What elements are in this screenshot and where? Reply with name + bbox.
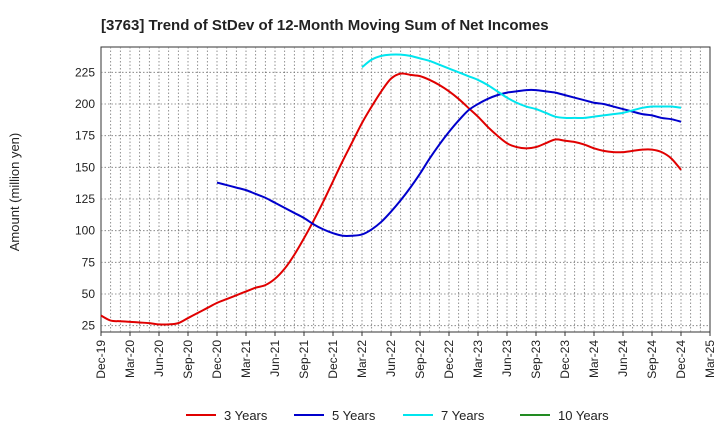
x-axis: Dec-19 Mar-20 Jun-20 Sep-20 Dec-20 Mar-21 Jun-… <box>94 332 717 379</box>
series-lines <box>100 53 682 326</box>
x-tick-label: Sep-20 <box>181 340 195 379</box>
y-axis: 25 50 75 100 125 150 175 200 225 <box>75 65 95 332</box>
series-line-5-years <box>216 88 682 237</box>
x-tick-label: Dec-19 <box>94 340 108 379</box>
y-tick-label: 25 <box>82 319 96 333</box>
x-tick-label: Mar-25 <box>703 340 717 378</box>
chart-title: [3763] Trend of StDev of 12-Month Moving… <box>101 17 549 34</box>
y-tick-label: 75 <box>82 255 96 269</box>
legend-label: 3 Years <box>224 408 268 423</box>
x-tick-label: Jun-21 <box>268 340 282 377</box>
x-tick-label: Mar-22 <box>355 340 369 378</box>
y-tick-label: 200 <box>75 97 95 111</box>
x-tick-label: Jun-23 <box>500 340 514 377</box>
grid <box>101 47 710 332</box>
x-tick-label: Jun-24 <box>616 340 630 377</box>
x-tick-label: Mar-21 <box>239 340 253 378</box>
y-tick-label: 175 <box>75 129 95 143</box>
x-tick-label: Sep-24 <box>645 340 659 379</box>
x-tick-label: Sep-22 <box>413 340 427 379</box>
legend-label: 7 Years <box>441 408 485 423</box>
x-tick-label: Dec-20 <box>210 340 224 379</box>
x-tick-label: Dec-22 <box>442 340 456 379</box>
x-tick-label: Sep-21 <box>297 340 311 379</box>
series-line-3-years <box>100 72 682 326</box>
legend-label: 10 Years <box>558 408 609 423</box>
y-tick-label: 50 <box>82 287 96 301</box>
x-tick-label: Dec-21 <box>326 340 340 379</box>
legend-label: 5 Years <box>332 408 376 423</box>
y-tick-label: 100 <box>75 224 95 238</box>
x-tick-label: Mar-24 <box>587 340 601 378</box>
y-tick-label: 150 <box>75 160 95 174</box>
y-axis-label: Amount (million yen) <box>7 133 22 252</box>
y-tick-label: 125 <box>75 192 95 206</box>
x-tick-label: Jun-20 <box>152 340 166 377</box>
x-tick-label: Sep-23 <box>529 340 543 379</box>
series-line-7-years <box>361 53 682 120</box>
legend: 3 Years 5 Years 7 Years 10 Years <box>186 408 609 423</box>
x-tick-label: Jun-22 <box>384 340 398 377</box>
x-tick-label: Dec-23 <box>558 340 572 379</box>
plot-area <box>100 46 711 333</box>
y-tick-label: 225 <box>75 65 95 79</box>
x-tick-label: Mar-20 <box>123 340 137 378</box>
x-tick-label: Dec-24 <box>674 340 688 379</box>
x-tick-label: Mar-23 <box>471 340 485 378</box>
